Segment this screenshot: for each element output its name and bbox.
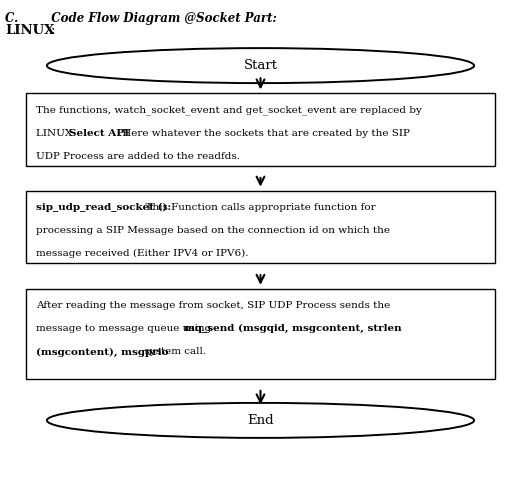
- Text: sip_udp_read_socket ():: sip_udp_read_socket ():: [36, 203, 172, 212]
- Text: The functions, watch_socket_event and get_socket_event are replaced by: The functions, watch_socket_event and ge…: [36, 105, 423, 115]
- FancyBboxPatch shape: [26, 93, 495, 166]
- Text: Start: Start: [243, 59, 278, 72]
- Text: This Function calls appropriate function for: This Function calls appropriate function…: [139, 203, 375, 212]
- Text: .Here whatever the sockets that are created by the SIP: .Here whatever the sockets that are crea…: [119, 129, 410, 138]
- Text: message to message queue using: message to message queue using: [36, 324, 215, 333]
- Text: system call.: system call.: [141, 347, 206, 357]
- Text: End: End: [247, 414, 274, 427]
- Text: (msgcontent), msgprio: (msgcontent), msgprio: [36, 347, 169, 357]
- Text: mq_send (msgqid, msgcontent, strlen: mq_send (msgqid, msgcontent, strlen: [184, 324, 402, 333]
- FancyBboxPatch shape: [26, 191, 495, 263]
- Text: LINUX: LINUX: [5, 24, 55, 37]
- FancyBboxPatch shape: [26, 289, 495, 379]
- Text: processing a SIP Message based on the connection id on which the: processing a SIP Message based on the co…: [36, 226, 390, 235]
- Ellipse shape: [47, 403, 474, 438]
- Text: Select API: Select API: [69, 129, 129, 138]
- Text: message received (Either IPV4 or IPV6).: message received (Either IPV4 or IPV6).: [36, 249, 249, 259]
- Text: LINUX: LINUX: [36, 129, 76, 138]
- Ellipse shape: [47, 48, 474, 83]
- Text: C.        Code Flow Diagram @Socket Part:: C. Code Flow Diagram @Socket Part:: [5, 12, 277, 25]
- Text: After reading the message from socket, SIP UDP Process sends the: After reading the message from socket, S…: [36, 301, 391, 310]
- Text: :: :: [51, 24, 56, 37]
- Text: UDP Process are added to the readfds.: UDP Process are added to the readfds.: [36, 152, 241, 161]
